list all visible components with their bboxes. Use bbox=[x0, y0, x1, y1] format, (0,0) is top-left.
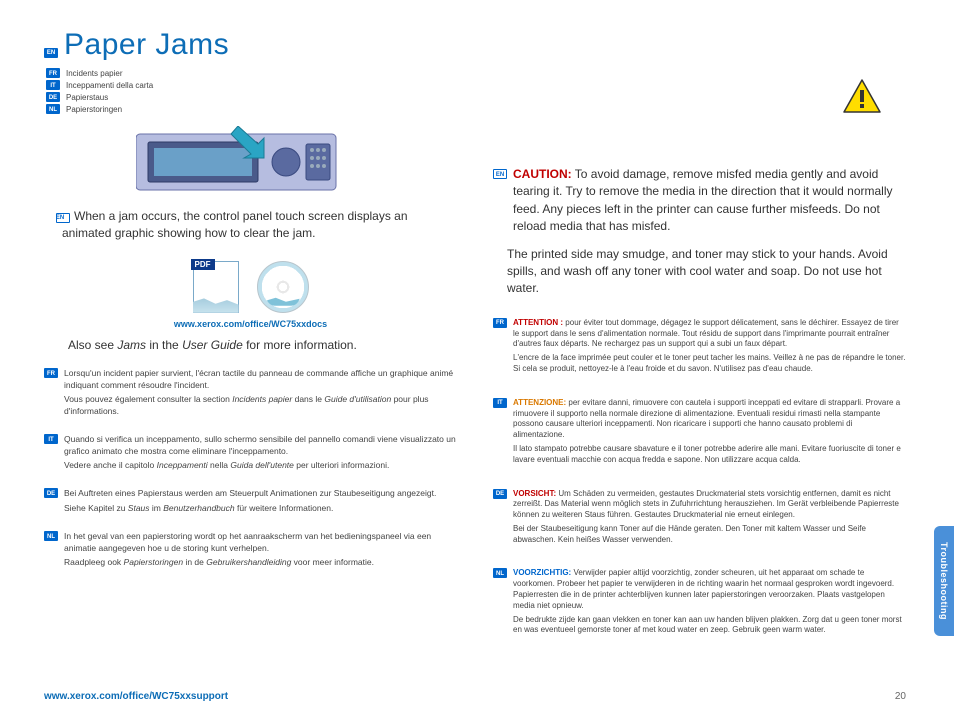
page-title: Paper Jams bbox=[64, 28, 229, 62]
lang-badge-it-body: IT bbox=[44, 434, 58, 444]
title-translations: FRIncidents papier ITInceppamenti della … bbox=[46, 68, 906, 114]
lang-badge-de-body: DE bbox=[44, 488, 58, 498]
lang-badge-de: DE bbox=[46, 92, 60, 102]
jam-description-en: ENWhen a jam occurs, the control panel t… bbox=[62, 208, 457, 243]
lang-badge-fr: FR bbox=[46, 68, 60, 78]
lang-badge-en-body: EN bbox=[56, 213, 70, 223]
jam-description-fr: FR Lorsqu'un incident papier survient, l… bbox=[44, 368, 457, 420]
page-number: 20 bbox=[895, 691, 906, 702]
lang-badge-nl-body: NL bbox=[44, 531, 58, 541]
see-also-en: Also see Jams in the User Guide for more… bbox=[68, 337, 457, 354]
caution-de: DE VORSICHT: Um Schäden zu vermeiden, ge… bbox=[493, 489, 906, 549]
caution-fr: FR ATTENTION : pour éviter tout dommage,… bbox=[493, 318, 906, 378]
printer-panel-illustration bbox=[44, 126, 457, 196]
docs-link[interactable]: www.xerox.com/office/WC75xxdocs bbox=[44, 319, 457, 329]
lang-badge-en-caution: EN bbox=[493, 169, 507, 179]
caution-nl: NL VOORZICHTIG: Verwijder papier altijd … bbox=[493, 568, 906, 639]
support-link[interactable]: www.xerox.com/office/WC75xxsupport bbox=[44, 691, 228, 702]
caution-en: EN CAUTION: To avoid damage, remove misf… bbox=[493, 166, 906, 298]
caution-it: IT ATTENZIONE: per evitare danni, rimuov… bbox=[493, 398, 906, 469]
jam-description-it: IT Quando si verifica un inceppamento, s… bbox=[44, 434, 457, 474]
pdf-icon: PDF bbox=[193, 261, 239, 313]
lang-badge-de-caution: DE bbox=[493, 489, 507, 499]
lang-badge-it-caution: IT bbox=[493, 398, 507, 408]
lang-badge-it: IT bbox=[46, 80, 60, 90]
docs-illustration: PDF bbox=[44, 261, 457, 313]
cd-icon bbox=[257, 261, 309, 313]
lang-badge-nl: NL bbox=[46, 104, 60, 114]
lang-badge-nl-caution: NL bbox=[493, 568, 507, 578]
warning-icon bbox=[842, 78, 882, 114]
section-tab: Troubleshooting bbox=[934, 526, 954, 636]
lang-badge-en: EN bbox=[44, 48, 58, 58]
jam-description-nl: NL In het geval van een papierstoring wo… bbox=[44, 531, 457, 571]
jam-description-de: DE Bei Auftreten eines Papierstaus werde… bbox=[44, 488, 457, 517]
lang-badge-fr-caution: FR bbox=[493, 318, 507, 328]
lang-badge-fr-body: FR bbox=[44, 368, 58, 378]
